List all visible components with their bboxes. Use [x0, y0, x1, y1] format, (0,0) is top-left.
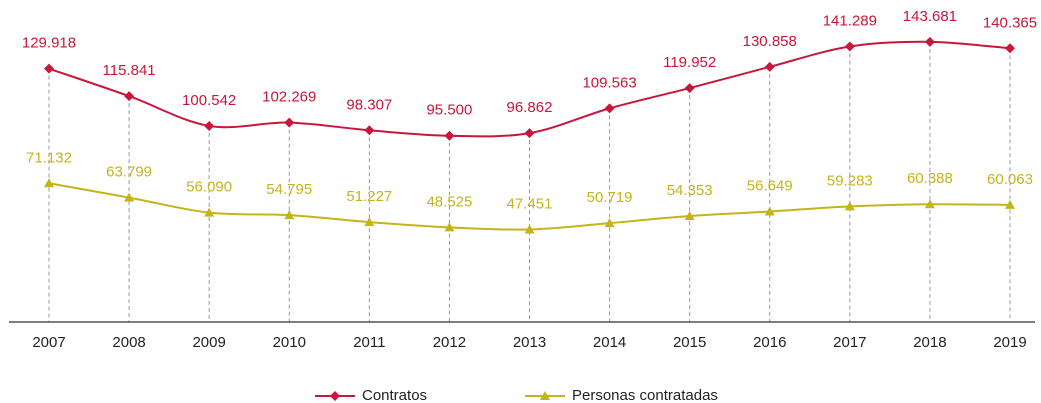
- point: [124, 91, 135, 102]
- point: [44, 63, 54, 74]
- series-line: [48, 40, 1011, 138]
- value-label: 100.542: [182, 92, 236, 109]
- x-tick-label: 2012: [433, 334, 466, 351]
- value-label: 59.283: [827, 172, 873, 189]
- point: [1005, 43, 1015, 54]
- value-label: 143.681: [903, 8, 957, 25]
- value-label: 48.525: [426, 193, 472, 210]
- x-tick-label: 2010: [273, 334, 306, 351]
- legend-label: Personas contratadas: [572, 387, 718, 403]
- value-label: 60.388: [907, 170, 953, 187]
- legend-label: Contratos: [362, 387, 427, 403]
- x-tick-label: 2014: [593, 334, 626, 351]
- point: [124, 192, 135, 202]
- point: [524, 224, 535, 234]
- point: [764, 61, 775, 72]
- point: [924, 199, 935, 209]
- point: [604, 218, 615, 228]
- point: [844, 201, 855, 211]
- value-label: 129.918: [22, 35, 76, 52]
- value-label: 54.353: [667, 182, 713, 199]
- value-label: 109.563: [582, 74, 636, 91]
- point: [764, 206, 775, 216]
- point: [364, 125, 375, 136]
- x-tick-label: 2018: [913, 334, 946, 351]
- point: [684, 83, 695, 94]
- point: [684, 211, 695, 221]
- point: [444, 222, 455, 232]
- value-label: 60.063: [987, 171, 1033, 188]
- value-label: 95.500: [426, 102, 472, 119]
- value-label: 56.649: [747, 178, 793, 195]
- x-tick-label: 2011: [353, 334, 385, 351]
- x-tick-label: 2013: [513, 334, 546, 351]
- point: [844, 41, 855, 52]
- x-tick-label: 2009: [192, 334, 225, 351]
- x-tick-label: 2017: [833, 334, 866, 351]
- value-label: 71.132: [26, 149, 72, 166]
- x-tick-label: 2008: [112, 334, 145, 351]
- point: [204, 207, 215, 217]
- point: [284, 210, 295, 220]
- point: [444, 130, 455, 141]
- value-label: 54.795: [266, 181, 312, 198]
- point: [44, 178, 54, 188]
- point: [924, 36, 935, 47]
- point: [524, 128, 535, 139]
- value-label: 56.090: [186, 179, 232, 196]
- value-label: 50.719: [587, 189, 633, 206]
- value-label: 141.289: [823, 12, 877, 29]
- value-label: 140.365: [983, 14, 1037, 31]
- value-label: 98.307: [346, 96, 392, 113]
- point: [364, 217, 375, 227]
- x-tick-label: 2015: [673, 334, 706, 351]
- point: [1005, 199, 1015, 209]
- legend-marker: [330, 391, 340, 401]
- value-label: 47.451: [507, 195, 553, 212]
- x-tick-label: 2007: [32, 334, 65, 351]
- value-label: 115.841: [103, 62, 156, 79]
- legend-marker: [540, 391, 550, 400]
- x-tick-label: 2016: [753, 334, 786, 351]
- value-label: 102.269: [262, 89, 316, 106]
- point: [284, 117, 295, 128]
- value-label: 63.799: [106, 164, 152, 181]
- point: [604, 103, 615, 114]
- value-label: 130.858: [743, 33, 797, 50]
- value-label: 119.952: [663, 54, 716, 71]
- value-label: 96.862: [507, 99, 553, 116]
- value-label: 51.227: [346, 188, 392, 205]
- point: [204, 120, 215, 131]
- x-tick-label: 2019: [993, 334, 1026, 351]
